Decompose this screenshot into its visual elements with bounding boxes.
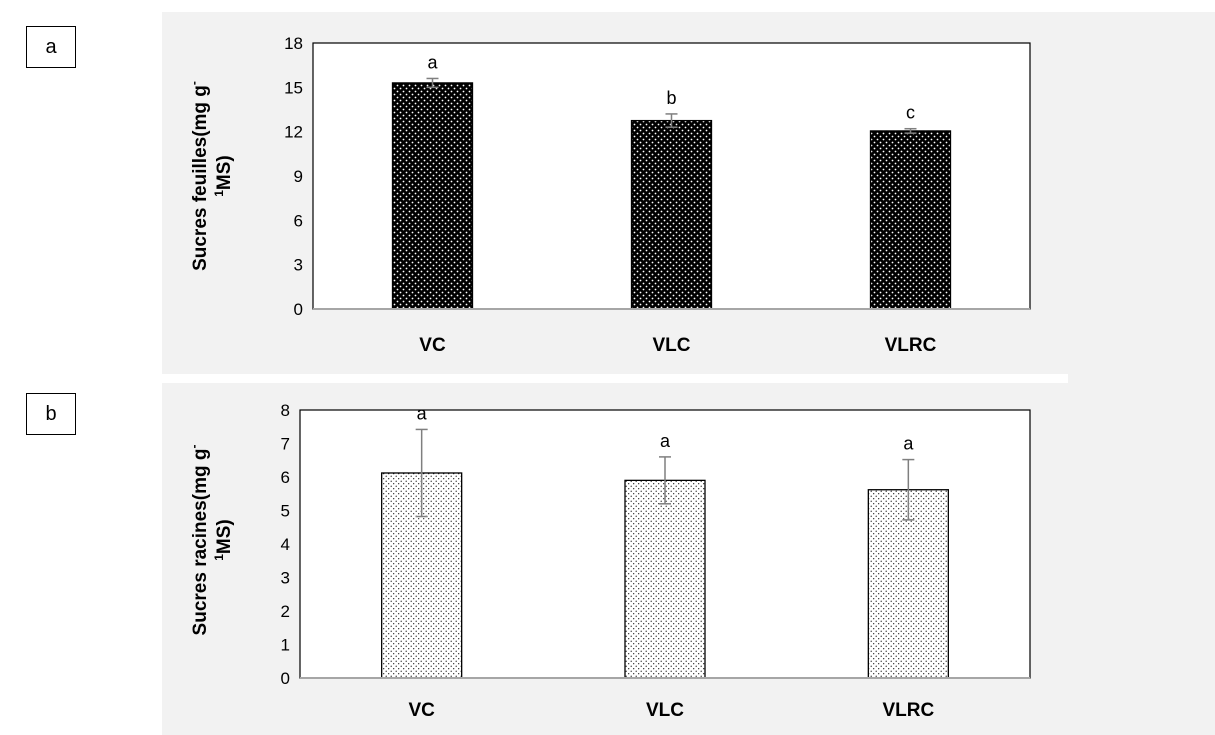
chart-b-significance-vlc: a — [660, 431, 671, 451]
chart-b-category-vc: VC — [408, 700, 435, 721]
chart-a-category-vc: VC — [419, 335, 446, 356]
chart-b-ytick-label: 0 — [281, 669, 290, 688]
chart-b-ylabel: Sucres racines(mg g- 1MS) — [187, 445, 235, 636]
right-margin-background — [1068, 12, 1215, 735]
chart-b-ytick-label: 3 — [281, 569, 290, 588]
chart-a-significance-vlrc: c — [906, 103, 915, 123]
chart-b-significance-vc: a — [417, 403, 428, 423]
chart-a-ytick-label: 0 — [294, 300, 303, 319]
chart-a-bar-vlrc — [869, 130, 952, 310]
chart-b-category-vlrc: VLRC — [882, 700, 934, 721]
chart-b-significance-vlrc: a — [903, 434, 914, 454]
chart-b-ytick-label: 7 — [281, 435, 290, 454]
chart-b-category-vlc: VLC — [646, 700, 684, 721]
chart-b-ytick-label: 4 — [281, 535, 290, 554]
chart-a-category-vlrc: VLRC — [885, 335, 937, 356]
chart-a-ytick-label: 9 — [294, 167, 303, 186]
chart-a-bar-vlc — [630, 119, 713, 310]
chart-b-ytick-label: 2 — [281, 602, 290, 621]
panel-label-a: a — [26, 26, 76, 68]
chart-b-bar-vlc — [624, 479, 706, 679]
chart-b-ylabel-line2: 1MS) — [212, 519, 235, 561]
chart-a-ylabel: Sucres feuilles(mg g- 1MS) — [187, 81, 235, 271]
chart-b-ylabel-line1: Sucres racines(mg g- — [187, 445, 211, 636]
chart-a-ylabel-line1: Sucres feuilles(mg g- — [187, 81, 211, 271]
chart-a-ytick-label: 15 — [284, 78, 303, 97]
chart-a-ytick-label: 18 — [284, 34, 303, 53]
chart-a-significance-vlc: b — [666, 88, 676, 108]
chart-a-significance-vc: a — [427, 52, 438, 72]
chart-b-ytick-label: 6 — [281, 468, 290, 487]
chart-b-ytick-label: 8 — [281, 401, 290, 420]
chart-a-category-vlc: VLC — [653, 335, 691, 356]
chart-b-ytick-label: 5 — [281, 502, 290, 521]
chart-a-bar-vc — [391, 82, 474, 310]
chart-a-ytick-label: 12 — [284, 123, 303, 142]
panel-label-b: b — [26, 393, 76, 435]
chart-a-ylabel-line2: 1MS) — [212, 155, 235, 197]
chart-a-ytick-label: 6 — [294, 211, 303, 230]
chart-b-ytick-label: 1 — [281, 636, 290, 655]
chart-b-bar-vlrc — [867, 489, 949, 679]
chart-a-ytick-label: 3 — [294, 256, 303, 275]
